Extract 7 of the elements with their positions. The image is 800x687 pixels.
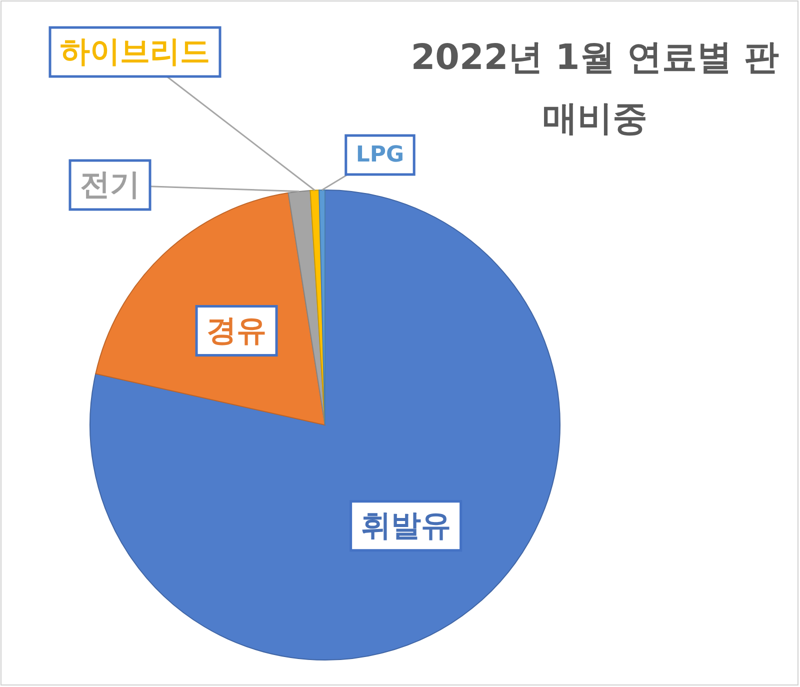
slice-label: 휘발유 bbox=[360, 508, 451, 544]
text: 2022년 1월 연료별 판매비중 bbox=[410, 38, 780, 140]
slice-label: 하이브리드 bbox=[60, 34, 210, 70]
slice-label: 전기 bbox=[80, 168, 140, 202]
slice-label: LPG bbox=[356, 142, 404, 168]
slice-label: 경유 bbox=[206, 313, 267, 348]
pie-slice bbox=[318, 190, 326, 426]
